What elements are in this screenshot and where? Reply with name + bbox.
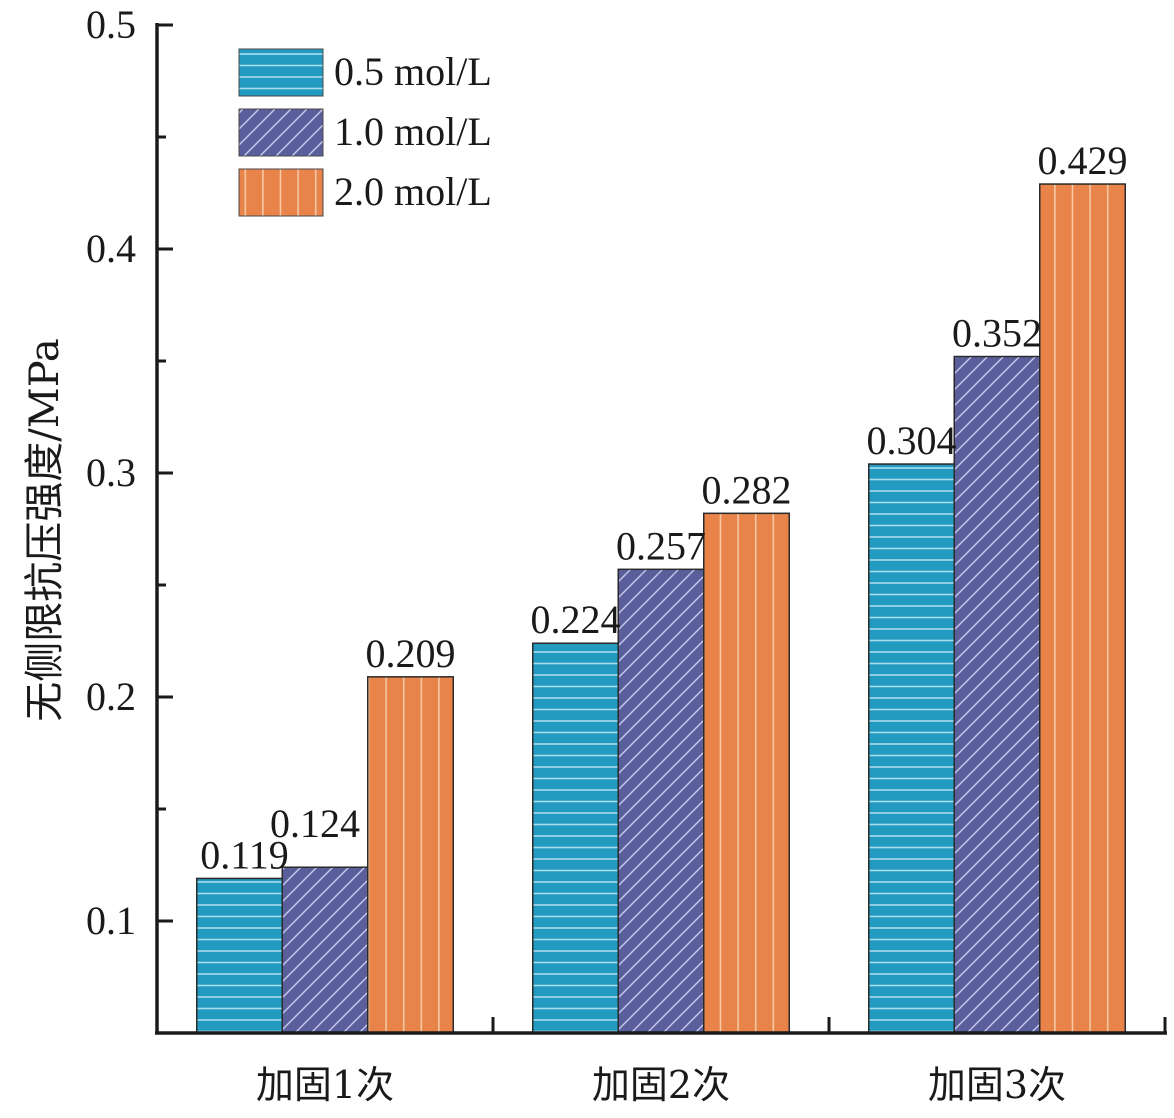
y-ticks-layer: 0.1 0.2 0.3 0.4 0.5 xyxy=(86,2,173,943)
data-label: 0.352 xyxy=(952,311,1042,356)
y-tick-label: 0.4 xyxy=(86,226,136,271)
data-label: 0.304 xyxy=(867,418,957,463)
bar-2-series-2 xyxy=(617,568,705,1034)
data-label: 0.282 xyxy=(702,467,792,512)
bar-1-series-2 xyxy=(281,866,369,1034)
x-tick-label: 加固3次 xyxy=(928,1063,1066,1107)
y-tick-label: 0.2 xyxy=(86,674,136,719)
bar-2-series-1 xyxy=(532,642,619,1034)
bars-layer xyxy=(196,183,1126,1034)
x-ticks-layer: 加固1次 加固2次 加固3次 xyxy=(256,1017,1167,1107)
bar-1-series-1 xyxy=(196,877,283,1034)
legend: 0.5 mol/L 1.0 mol/L 2.0 mol/L xyxy=(238,48,492,217)
bar-3-series-2 xyxy=(953,355,1041,1034)
data-label: 0.429 xyxy=(1038,138,1128,183)
bar-3-series-3 xyxy=(1039,183,1126,1034)
bar-3-series-1 xyxy=(868,463,955,1034)
legend-label: 2.0 mol/L xyxy=(334,169,492,214)
x-tick-label: 加固1次 xyxy=(256,1063,394,1107)
legend-swatch xyxy=(238,108,324,157)
legend-swatch xyxy=(238,168,324,217)
y-tick-label: 0.5 xyxy=(86,2,136,47)
legend-label: 0.5 mol/L xyxy=(334,49,492,94)
data-label: 0.224 xyxy=(531,597,621,642)
bar-1-series-3 xyxy=(367,676,454,1034)
data-label: 0.209 xyxy=(366,631,456,676)
legend-label: 1.0 mol/L xyxy=(334,109,492,154)
legend-swatch xyxy=(238,48,324,97)
data-label: 0.119 xyxy=(200,832,289,877)
x-tick-label: 加固2次 xyxy=(592,1063,730,1107)
bar-2-series-3 xyxy=(703,512,790,1034)
y-tick-label: 0.1 xyxy=(86,898,136,943)
data-label: 0.257 xyxy=(616,523,706,568)
data-label: 0.124 xyxy=(270,801,360,846)
y-axis-title: 无侧限抗压强度/MPa xyxy=(22,338,68,721)
y-tick-label: 0.3 xyxy=(86,450,136,495)
